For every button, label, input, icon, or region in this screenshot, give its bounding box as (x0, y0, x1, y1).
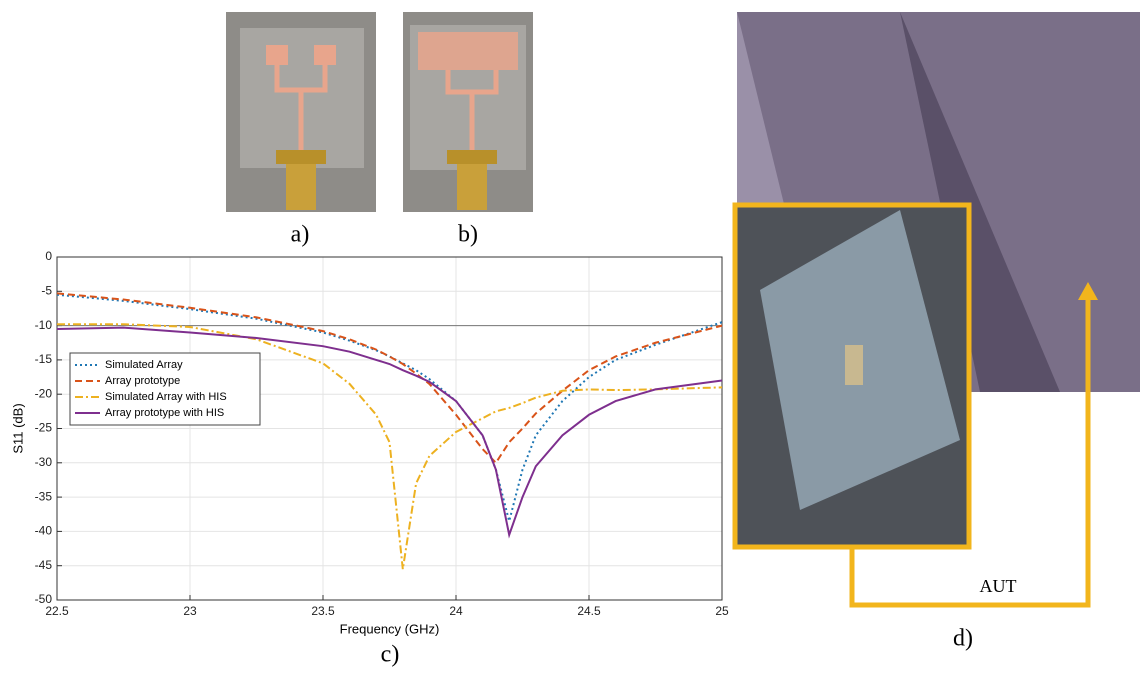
his-surface (418, 32, 518, 70)
connector (286, 164, 316, 210)
panel-label: b) (458, 222, 478, 248)
patch (266, 45, 288, 65)
y-tick-label: -15 (35, 352, 53, 366)
x-tick-label: 24 (449, 604, 463, 618)
x-tick-label: 22.5 (45, 604, 69, 618)
aut (845, 345, 863, 385)
figure: AUT a) b) c) d) 0 -5 -10 -15 -20 -25 -30 -35 -40… (0, 0, 1140, 670)
y-tick-label: -25 (35, 421, 53, 435)
x-axis-label: Frequency (GHz) (340, 621, 440, 636)
y-tick-label: -5 (41, 283, 52, 297)
connector (276, 150, 326, 164)
legend-label: Simulated Array with HIS (105, 391, 227, 403)
aut-label: AUT (980, 576, 1017, 596)
x-tick-label: 23 (183, 604, 197, 618)
y-tick-label: -20 (35, 386, 53, 400)
panel-label: c) (381, 642, 400, 668)
y-tick-label: -40 (35, 524, 53, 538)
panel-label: a) (291, 222, 310, 248)
x-tick-label: 24.5 (577, 604, 601, 618)
x-tick-label: 23.5 (311, 604, 335, 618)
legend-label: Array prototype (105, 375, 180, 387)
y-tick-label: -35 (35, 489, 53, 503)
y-axis-label: S11 (dB) (10, 403, 25, 453)
legend-label: Simulated Array (105, 359, 183, 371)
connector (457, 164, 487, 210)
legend-label: Array prototype with HIS (105, 407, 224, 419)
y-tick-label: -30 (35, 455, 53, 469)
x-tick-label: 25 (715, 604, 729, 618)
y-tick-label: -10 (35, 318, 53, 332)
y-tick-label: 0 (45, 249, 52, 263)
panel-label: d) (953, 626, 973, 652)
y-tick-label: -45 (35, 558, 53, 572)
connector (447, 150, 497, 164)
patch (314, 45, 336, 65)
